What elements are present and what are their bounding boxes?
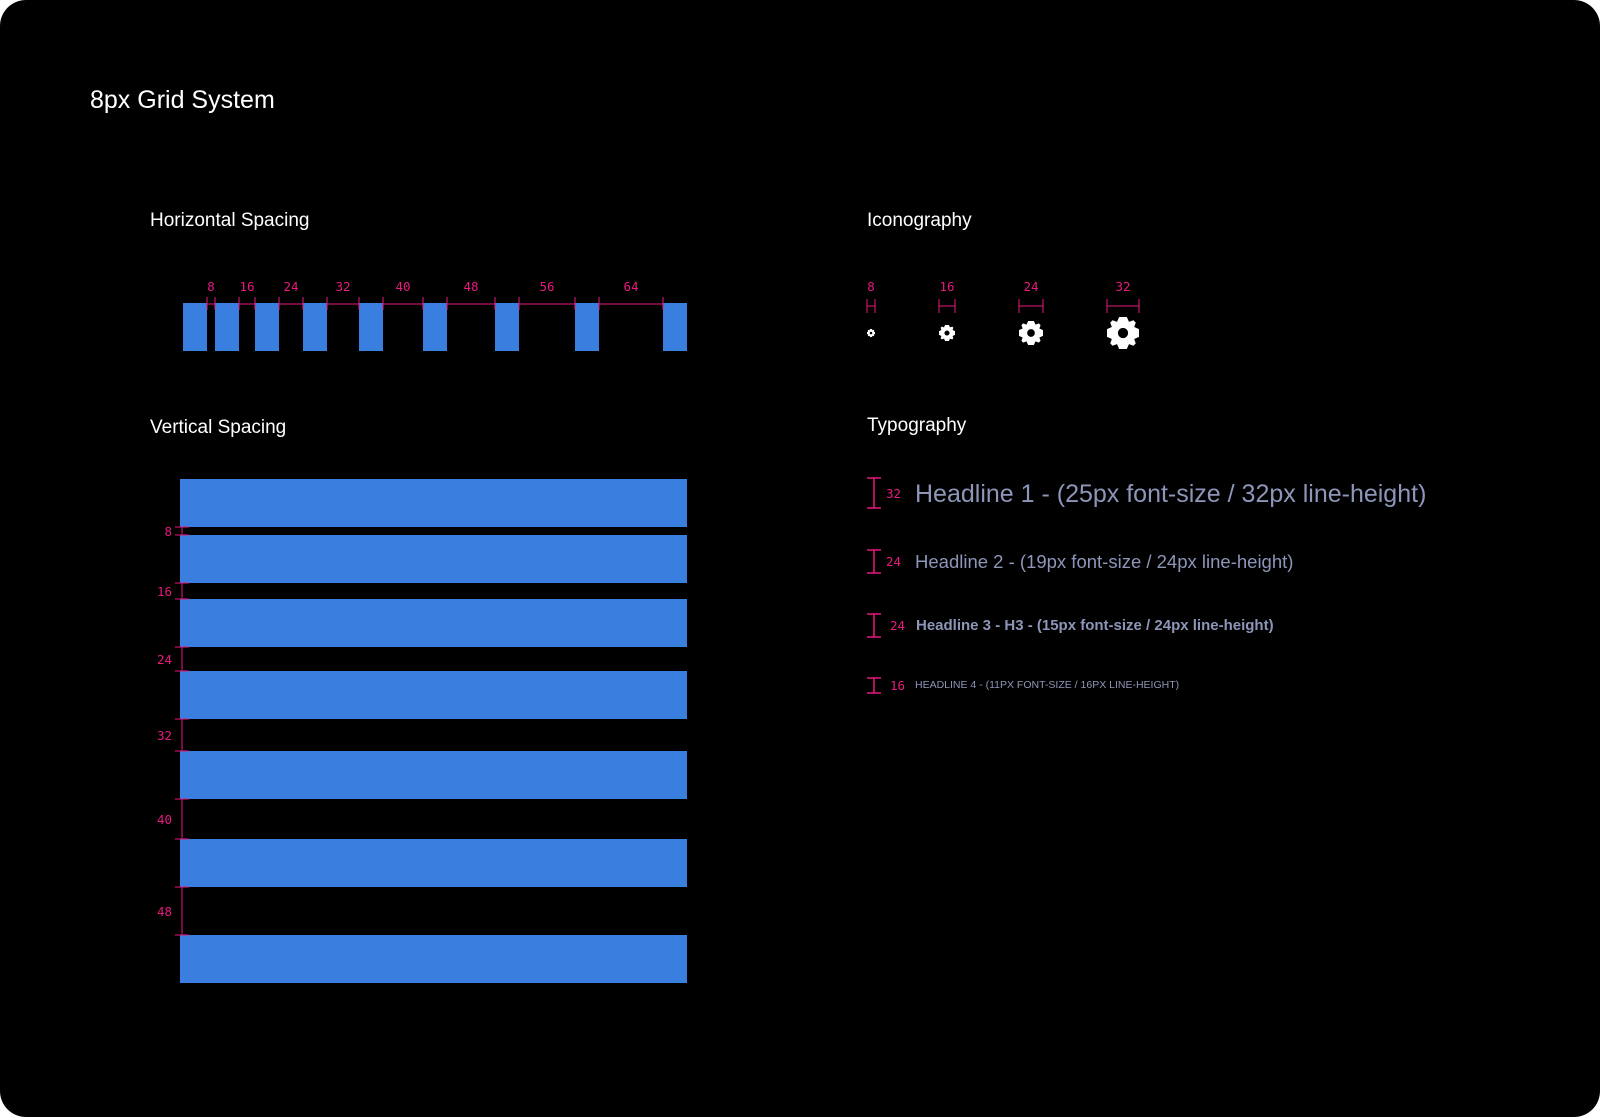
iconography-title: Iconography bbox=[867, 210, 972, 231]
type-line-height-label: 16 bbox=[890, 678, 906, 693]
v-gap-label: 32 bbox=[156, 728, 172, 743]
headline-2-sample: Headline 2 - (19px font-size / 24px line… bbox=[915, 551, 1294, 572]
h-block-3 bbox=[255, 303, 279, 351]
v-gap-label: 24 bbox=[156, 652, 172, 667]
horizontal-spacing-title: Horizontal Spacing bbox=[150, 210, 310, 231]
icon-size-label: 16 bbox=[939, 279, 955, 294]
h-gap-label: 32 bbox=[335, 279, 351, 294]
icon-size-label: 32 bbox=[1115, 279, 1131, 294]
type-measure-lines bbox=[867, 477, 881, 694]
h-block-7 bbox=[495, 303, 519, 351]
h-gap-label: 56 bbox=[539, 279, 555, 294]
v-block-3 bbox=[180, 599, 687, 647]
h-block-9 bbox=[663, 303, 687, 351]
icon-size-label: 24 bbox=[1023, 279, 1039, 294]
headline-1-sample: Headline 1 - (25px font-size / 32px line… bbox=[915, 480, 1427, 508]
h-block-8 bbox=[575, 303, 599, 351]
h-measure-lines bbox=[206, 297, 664, 310]
headline-4-sample: Headline 4 - (11px font-size / 16px line… bbox=[915, 679, 1180, 691]
v-block-6 bbox=[180, 839, 687, 887]
h-gap-label: 48 bbox=[463, 279, 479, 294]
type-line-height-label: 24 bbox=[886, 554, 902, 569]
v-gap-label: 48 bbox=[156, 904, 172, 919]
v-block-5 bbox=[180, 751, 687, 799]
typography-title: Typography bbox=[867, 415, 967, 436]
h-block-5 bbox=[359, 303, 383, 351]
h-gap-label: 24 bbox=[283, 279, 299, 294]
v-block-1 bbox=[180, 479, 687, 527]
icon-measure-lines bbox=[866, 299, 1140, 313]
vertical-spacing-title: Vertical Spacing bbox=[150, 417, 287, 438]
page-title: 8px Grid System bbox=[90, 86, 275, 114]
v-block-4 bbox=[180, 671, 687, 719]
icon-size-label: 8 bbox=[867, 279, 875, 294]
v-gap-label: 8 bbox=[164, 524, 172, 539]
h-gap-label: 16 bbox=[239, 279, 255, 294]
h-gap-label: 64 bbox=[623, 279, 639, 294]
h-block-4 bbox=[303, 303, 327, 351]
h-gap-label: 40 bbox=[395, 279, 411, 294]
v-block-2 bbox=[180, 535, 687, 583]
v-gap-label: 16 bbox=[156, 584, 172, 599]
v-block-7 bbox=[180, 935, 687, 983]
h-block-2 bbox=[215, 303, 239, 351]
h-block-6 bbox=[423, 303, 447, 351]
headline-3-sample: Headline 3 - H3 - (15px font-size / 24px… bbox=[916, 617, 1274, 634]
v-gap-label: 40 bbox=[156, 812, 172, 827]
h-block-1 bbox=[183, 303, 207, 351]
type-line-height-label: 24 bbox=[890, 618, 906, 633]
type-line-height-label: 32 bbox=[886, 486, 902, 501]
v-measure-lines bbox=[175, 526, 189, 936]
h-gap-label: 8 bbox=[207, 279, 215, 294]
